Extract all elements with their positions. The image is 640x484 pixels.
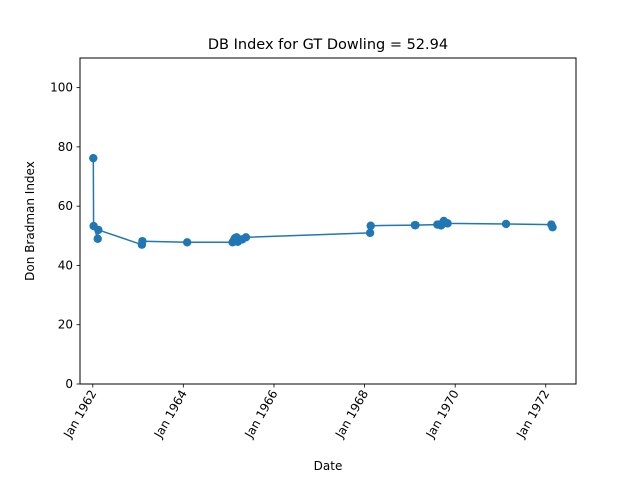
data-point [241, 233, 251, 242]
data-point [366, 221, 375, 230]
plot-frame [79, 57, 577, 385]
data-point [548, 223, 557, 232]
y-tick-label: 20 [58, 318, 73, 332]
data-point [411, 220, 420, 230]
y-axis-title: Don Bradman Index [23, 161, 37, 281]
data-point [94, 225, 103, 235]
data-point [89, 153, 98, 163]
data-point [93, 234, 102, 243]
data-point [365, 228, 375, 238]
x-axis-title: Date [314, 459, 343, 473]
chart-title: DB Index for GT Dowling = 52.94 [208, 37, 448, 53]
y-axis: 0 20 40 60 80 100 [50, 81, 80, 391]
data-point [182, 238, 192, 247]
data-point [501, 219, 511, 229]
y-tick-label: 80 [58, 140, 73, 154]
y-tick-label: 60 [58, 199, 73, 213]
plot-area [89, 153, 557, 249]
y-tick-label: 40 [58, 258, 73, 272]
data-point [443, 219, 452, 228]
data-point [138, 236, 147, 246]
y-tick-label: 100 [50, 81, 73, 95]
y-tick-label: 0 [65, 377, 73, 391]
